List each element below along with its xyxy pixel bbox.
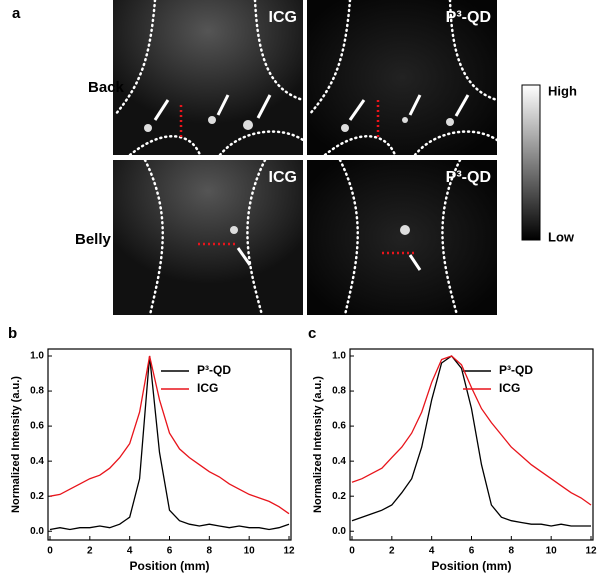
series-line bbox=[49, 355, 290, 531]
x-tick-label: 2 bbox=[87, 546, 93, 557]
colorbar-high: High bbox=[548, 83, 577, 98]
y-tick-label: 0.8 bbox=[332, 386, 346, 397]
y-tick-label: 0.4 bbox=[332, 456, 346, 467]
y-tick-label: 0.0 bbox=[30, 526, 44, 537]
y-tick-label: 0.6 bbox=[30, 421, 44, 432]
x-tick-label: 12 bbox=[283, 546, 295, 557]
plot-frame bbox=[349, 348, 594, 541]
x-tick-label: 6 bbox=[469, 546, 475, 557]
series-line bbox=[351, 355, 591, 527]
y-tick-label: 1.0 bbox=[30, 351, 44, 362]
legend-label: ICG bbox=[499, 381, 520, 395]
x-tick-label: 6 bbox=[167, 546, 173, 557]
x-tick-label: 4 bbox=[429, 546, 435, 557]
x-tick-label: 4 bbox=[127, 546, 133, 557]
y-tick-label: 0.2 bbox=[30, 491, 44, 502]
colorbar bbox=[521, 84, 541, 241]
x-axis-label: Position (mm) bbox=[432, 559, 512, 573]
x-tick-label: 12 bbox=[585, 546, 597, 557]
x-tick-label: 10 bbox=[244, 546, 256, 557]
image-label: ICG bbox=[269, 9, 297, 26]
image-panel bbox=[113, 0, 499, 317]
x-tick-label: 8 bbox=[509, 546, 515, 557]
x-tick-label: 2 bbox=[389, 546, 395, 557]
series-line bbox=[49, 355, 290, 515]
x-tick-label: 10 bbox=[546, 546, 558, 557]
y-axis-label: Normalized Intensity (a.u.) bbox=[10, 376, 22, 513]
colorbar-low: Low bbox=[548, 229, 575, 244]
image-label: P³-QD bbox=[446, 169, 491, 186]
x-tick-label: 8 bbox=[207, 546, 213, 557]
x-axis-label: Position (mm) bbox=[130, 559, 210, 573]
y-tick-label: 0.0 bbox=[332, 526, 346, 537]
legend-label: ICG bbox=[197, 381, 218, 395]
x-tick-label: 0 bbox=[47, 546, 53, 557]
series-line bbox=[351, 355, 592, 506]
panel-label: b bbox=[8, 325, 17, 342]
x-tick-label: 0 bbox=[349, 546, 355, 557]
row-label: Belly bbox=[75, 231, 112, 248]
y-tick-label: 0.8 bbox=[30, 386, 44, 397]
y-axis-label: Normalized Intensity (a.u.) bbox=[312, 376, 324, 513]
legend-label: P³-QD bbox=[499, 363, 533, 377]
image-label: P³-QD bbox=[446, 9, 491, 26]
image-label: ICG bbox=[269, 169, 297, 186]
legend-label: P³-QD bbox=[197, 363, 231, 377]
row-label: Back bbox=[88, 79, 125, 96]
panel-label: a bbox=[12, 5, 21, 22]
y-tick-label: 0.6 bbox=[332, 421, 346, 432]
y-tick-label: 1.0 bbox=[332, 351, 346, 362]
y-tick-label: 0.2 bbox=[332, 491, 346, 502]
plot-frame bbox=[47, 348, 292, 541]
y-tick-label: 0.4 bbox=[30, 456, 44, 467]
panel-label: c bbox=[308, 325, 316, 342]
